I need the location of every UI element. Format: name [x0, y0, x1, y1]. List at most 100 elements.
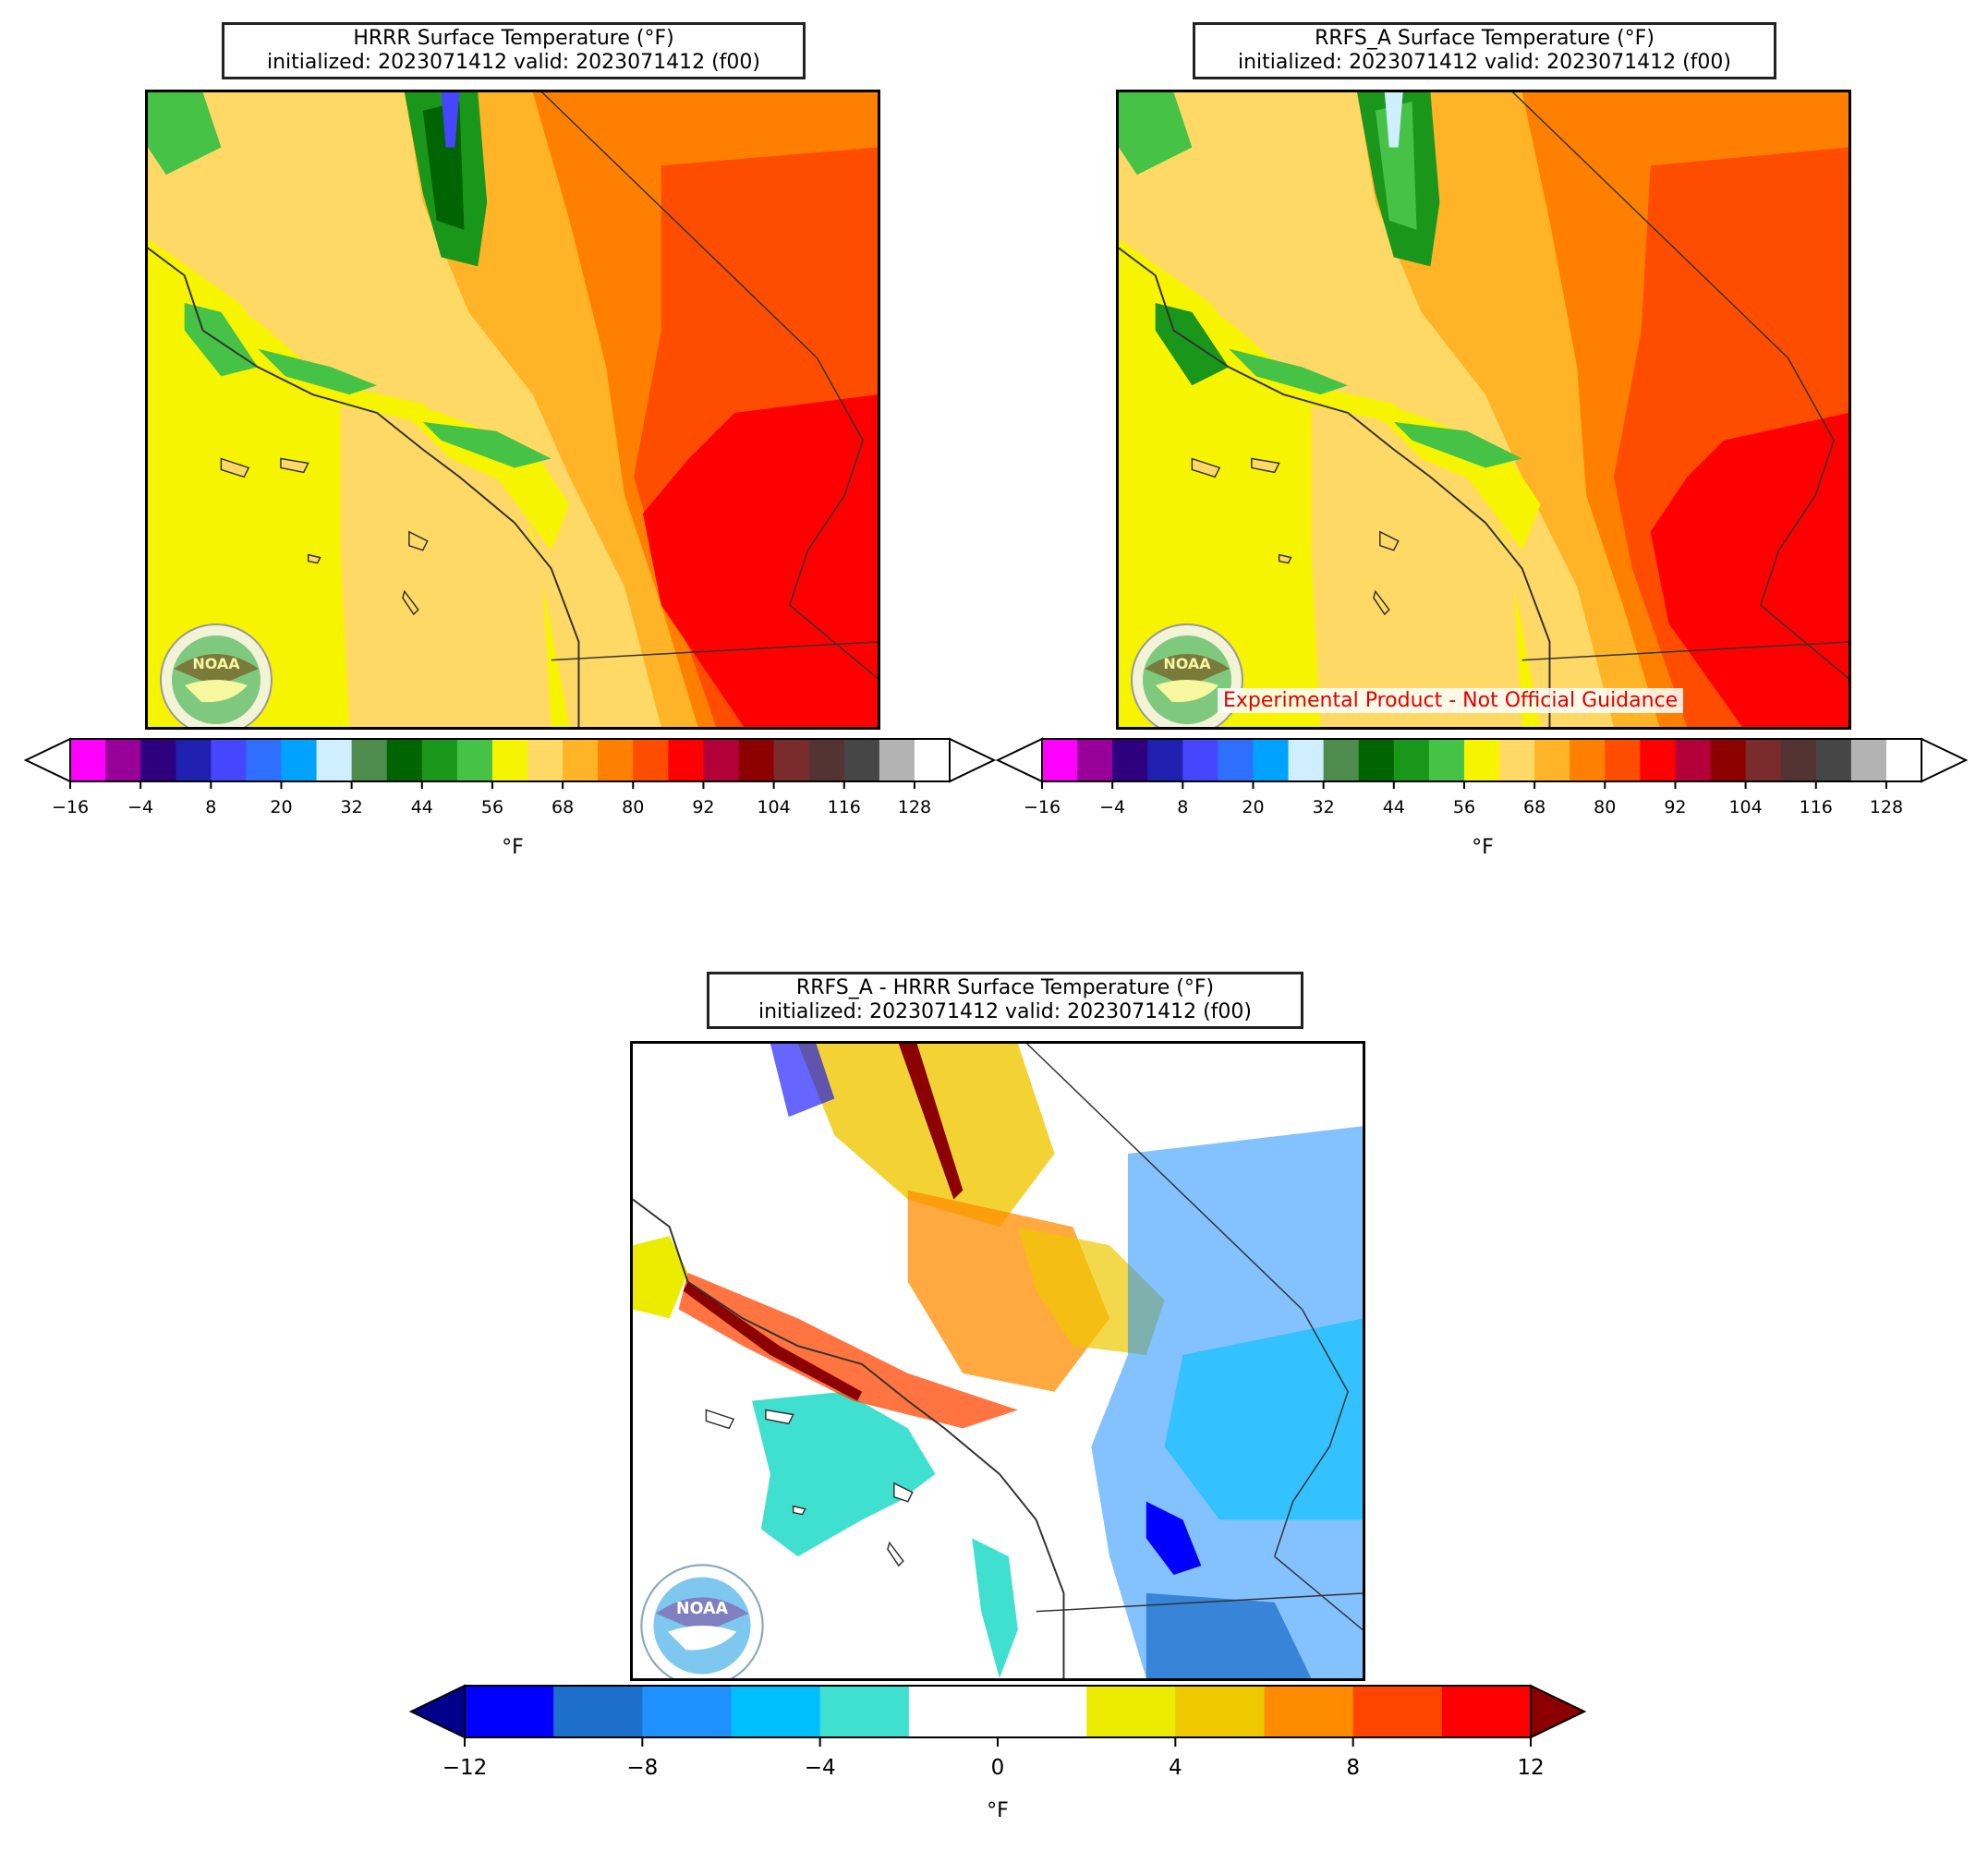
diff-colorbar-swatch: [1175, 1686, 1265, 1737]
diff-colorbar-swatch: [998, 1686, 1087, 1737]
hrrr-colorbar-tick-label: 104: [757, 797, 790, 817]
rrfs-colorbar-swatch: [1605, 739, 1641, 781]
noaa-logo-text: NOAA: [676, 1600, 729, 1618]
hrrr-colorbar-tick-label: 92: [692, 797, 714, 817]
rrfs-colorbar-tick-label: −4: [1099, 797, 1125, 817]
rrfs-colorbar-svg: −16 −4 8 20 32 44 56 68 80 92 104 116 128: [995, 737, 1969, 817]
rrfs-colorbar: −16 −4 8 20 32 44 56 68 80 92 104 116 128: [995, 737, 1977, 850]
hrrr-map-field: [148, 92, 878, 727]
rrfs-colorbar-swatch: [1112, 739, 1148, 781]
rrfs-colorbar-swatch: [1393, 739, 1430, 781]
hrrr-colorbar-swatch: [598, 739, 634, 781]
hrrr-colorbar-swatch: [351, 739, 388, 781]
rrfs-colorbar-swatch: [1570, 739, 1606, 781]
rrfs-map[interactable]: NOAA: [1116, 90, 1851, 730]
rrfs-colorbar-swatch: [1218, 739, 1254, 781]
rrfs-colorbar-swatch: [1885, 739, 1922, 781]
hrrr-colorbar-swatch: [456, 739, 493, 781]
diff-colorbar-arrow-right: [1530, 1684, 1587, 1739]
hrrr-colorbar-tick-label: 128: [898, 797, 931, 817]
hrrr-title-line1: HRRR Surface Temperature (°F): [353, 27, 674, 50]
hrrr-colorbar-swatch: [281, 739, 318, 781]
diff-title-line2: initialized: 2023071412 valid: 202307141…: [758, 1000, 1252, 1023]
hrrr-colorbar-swatch: [211, 739, 247, 781]
hrrr-colorbar: −16 −4 8 20 32 44 56 68 80 92 104 116 128: [23, 737, 1005, 850]
rrfs-colorbar-arrow-left: [995, 737, 1043, 783]
hrrr-colorbar-tick-label: 44: [411, 797, 433, 817]
rrfs-colorbar-swatch: [1253, 739, 1290, 781]
diff-colorbar-swatch: [1264, 1686, 1354, 1737]
diff-map[interactable]: NOAA: [630, 1041, 1365, 1681]
rrfs-colorbar-tick-label: 56: [1453, 797, 1475, 817]
rrfs-colorbar-tick-label: −16: [1024, 797, 1061, 817]
rrfs-colorbar-tick-label: 80: [1594, 797, 1616, 817]
hrrr-colorbar-swatch: [563, 739, 599, 781]
experimental-watermark: Experimental Product - Not Official Guid…: [1218, 688, 1684, 713]
hrrr-colorbar-unit: °F: [502, 836, 524, 859]
noaa-logo-text: NOAA: [1163, 655, 1211, 672]
diff-colorbar-tick-label: −12: [442, 1756, 488, 1780]
noaa-logo-text: NOAA: [192, 655, 240, 672]
hrrr-colorbar-swatch: [738, 739, 775, 781]
hrrr-colorbar-swatch: [421, 739, 458, 781]
hrrr-colorbar-swatch: [70, 739, 106, 781]
hrrr-colorbar-swatch: [140, 739, 176, 781]
hrrr-colorbar-tick-label: 56: [481, 797, 503, 817]
hrrr-colorbar-swatch: [105, 739, 141, 781]
hrrr-colorbar-tick-label: 80: [622, 797, 644, 817]
rrfs-colorbar-swatch: [1428, 739, 1465, 781]
diff-colorbar-tick-label: −4: [805, 1756, 836, 1780]
noaa-logo-icon: NOAA: [160, 623, 273, 727]
hrrr-title-line2: initialized: 2023071412 valid: 202307141…: [267, 51, 760, 74]
hrrr-colorbar-tick-label: 116: [828, 797, 861, 817]
hrrr-title: HRRR Surface Temperature (°F) initialize…: [222, 22, 806, 79]
diff-colorbar-swatch: [465, 1686, 554, 1737]
rrfs-colorbar-swatch: [1499, 739, 1535, 781]
diff-colorbar-swatch: [1352, 1686, 1443, 1737]
diff-colorbar-swatch: [731, 1686, 821, 1737]
diff-colorbar-swatch: [1441, 1686, 1532, 1737]
hrrr-colorbar-swatch: [808, 739, 845, 781]
diff-colorbar-swatch: [642, 1686, 732, 1737]
rrfs-colorbar-arrow-right: [1921, 737, 1969, 783]
rrfs-colorbar-tick-label: 92: [1664, 797, 1686, 817]
hrrr-colorbar-swatch: [879, 739, 915, 781]
diff-title-line1: RRFS_A - HRRR Surface Temperature (°F): [795, 976, 1215, 999]
hrrr-colorbar-swatch: [527, 739, 564, 781]
diff-colorbar-tick-label: 4: [1169, 1756, 1182, 1780]
diff-colorbar-unit: °F: [987, 1799, 1009, 1822]
rrfs-colorbar-tick-label: 20: [1242, 797, 1264, 817]
rrfs-colorbar-tick-label: 8: [1177, 797, 1188, 817]
hrrr-colorbar-swatch: [633, 739, 669, 781]
rrfs-colorbar-swatch: [1077, 739, 1113, 781]
rrfs-colorbar-swatch: [1323, 739, 1360, 781]
rrfs-colorbar-unit: °F: [1472, 836, 1494, 859]
hrrr-colorbar-swatch: [668, 739, 704, 781]
rrfs-colorbar-swatch: [1042, 739, 1078, 781]
hrrr-colorbar-swatch: [491, 739, 528, 781]
hrrr-colorbar-swatch: [316, 739, 353, 781]
diff-colorbar-swatch: [819, 1686, 910, 1737]
hrrr-colorbar-swatch: [843, 739, 880, 781]
diff-colorbar-tick-label: −8: [626, 1756, 658, 1780]
diff-map-field: [633, 1044, 1363, 1678]
diff-colorbar-arrow-left: [408, 1684, 466, 1739]
rrfs-colorbar-swatch: [1640, 739, 1676, 781]
noaa-logo-icon: NOAA: [1131, 623, 1243, 727]
rrfs-colorbar-swatch: [1745, 739, 1782, 781]
rrfs-colorbar-swatch: [1358, 739, 1395, 781]
diff-colorbar-swatch: [1086, 1686, 1176, 1737]
diff-colorbar-swatch: [553, 1686, 643, 1737]
diff-colorbar-swatch: [908, 1686, 999, 1737]
hrrr-colorbar-swatch: [914, 739, 951, 781]
hrrr-colorbar-tick-label: −4: [127, 797, 153, 817]
hrrr-colorbar-tick-label: 8: [205, 797, 216, 817]
rrfs-title-line2: initialized: 2023071412 valid: 202307141…: [1238, 51, 1731, 74]
hrrr-colorbar-tick-label: −16: [52, 797, 89, 817]
hrrr-colorbar-arrow-right: [949, 737, 997, 783]
rrfs-colorbar-tick-label: 128: [1870, 797, 1903, 817]
hrrr-map[interactable]: NOAA: [145, 90, 880, 730]
rrfs-colorbar-swatch: [1780, 739, 1817, 781]
rrfs-colorbar-swatch: [1147, 739, 1183, 781]
hrrr-colorbar-tick-label: 20: [270, 797, 292, 817]
